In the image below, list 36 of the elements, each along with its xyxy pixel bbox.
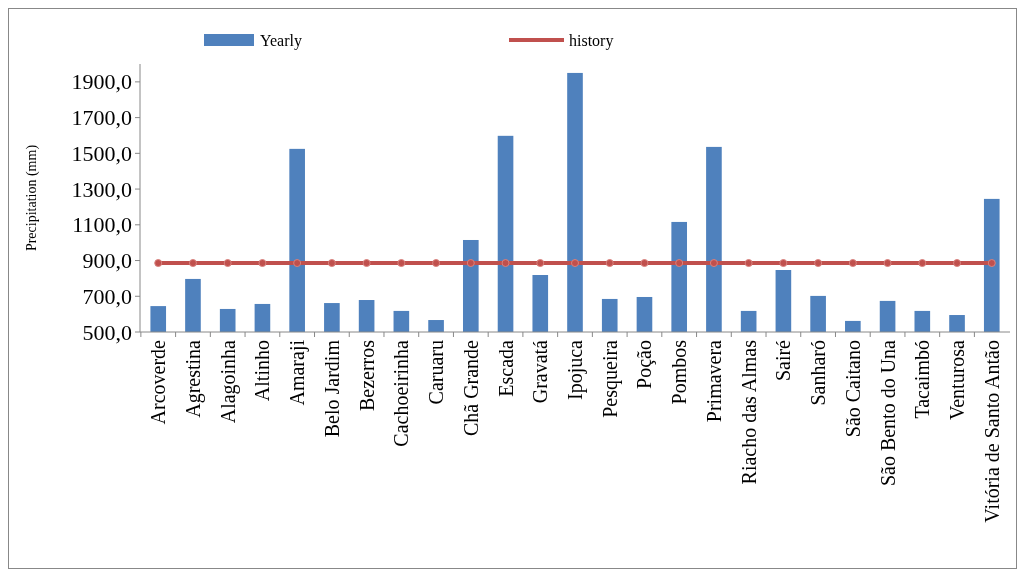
y-tick-label: 900,0 bbox=[82, 248, 132, 274]
x-tick-label: Venturosa bbox=[946, 339, 969, 420]
x-tick-label: Ipojuca bbox=[564, 339, 587, 400]
x-tick-label: Agrestina bbox=[181, 339, 205, 418]
y-tick-label: 1500,0 bbox=[71, 140, 132, 166]
legend-label: Yearly bbox=[260, 31, 302, 50]
x-tick-label: Chã Grande bbox=[459, 339, 482, 437]
x-tick-label: Cachoeirinha bbox=[390, 339, 413, 447]
x-tick-label: São Caitano bbox=[841, 340, 864, 438]
y-tick-label: 700,0 bbox=[82, 283, 132, 309]
x-tick-label: Arcoverde bbox=[147, 339, 170, 425]
y-tick-label: 1900,0 bbox=[71, 69, 132, 95]
x-tick-label: Tacaimbó bbox=[911, 340, 934, 419]
y-tick-label: 1100,0 bbox=[72, 212, 132, 238]
x-tick-label: Primavera bbox=[702, 339, 725, 423]
x-tick-label: Vitória de Santo Antão bbox=[980, 340, 1003, 523]
x-tick-label: Gravatá bbox=[529, 339, 552, 404]
y-tick-label: 1700,0 bbox=[71, 105, 132, 131]
x-tick-label: Pesqueira bbox=[598, 339, 622, 418]
x-tick-label: Riacho das Almas bbox=[737, 339, 760, 485]
x-tick-label: Belo Jardim bbox=[320, 339, 343, 438]
x-tick-label: Sairé bbox=[772, 339, 795, 382]
y-tick-label: 500,0 bbox=[82, 319, 132, 345]
x-tick-label: Poção bbox=[633, 340, 657, 389]
x-tick-label: Amaraji bbox=[286, 339, 310, 406]
y-tick-label: 1300,0 bbox=[71, 176, 132, 202]
x-tick-label: São Bento do Una bbox=[876, 339, 899, 487]
x-tick-label: Escada bbox=[494, 339, 517, 397]
x-tick-label: Caruaru bbox=[425, 340, 448, 405]
x-tick-label: Sanharó bbox=[807, 340, 830, 406]
legend-label: history bbox=[569, 31, 614, 50]
x-tick-label: Alagoinha bbox=[216, 339, 240, 424]
x-tick-label: Pombos bbox=[668, 339, 691, 405]
y-axis-title: Precipitation (mm) bbox=[24, 144, 40, 252]
x-tick-label: Bezerros bbox=[355, 339, 378, 412]
x-tick-label: Altinho bbox=[251, 340, 274, 402]
